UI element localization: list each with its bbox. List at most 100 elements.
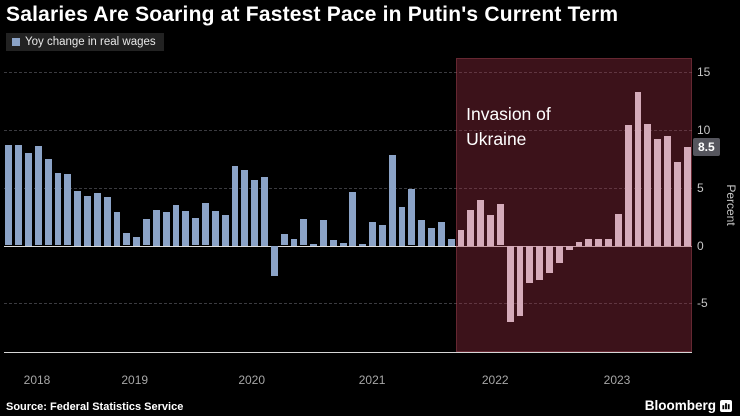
y-axis-tick-label: 5 xyxy=(697,180,704,195)
bar xyxy=(369,222,376,246)
bar xyxy=(280,233,288,246)
legend: Yoy change in real wages xyxy=(6,33,164,51)
x-axis-year-label: 2018 xyxy=(23,373,51,387)
bar xyxy=(526,245,534,283)
bar xyxy=(241,170,249,246)
legend-label: Yoy change in real wages xyxy=(25,36,156,48)
bar xyxy=(192,217,200,246)
bar xyxy=(565,245,573,251)
bar xyxy=(310,244,318,246)
invasion-highlight-region xyxy=(456,58,692,352)
bloomberg-chart-icon xyxy=(720,399,732,412)
bar xyxy=(378,224,386,246)
bar xyxy=(162,211,170,246)
y-axis-tick-label: -5 xyxy=(697,296,708,311)
bar xyxy=(555,245,563,263)
bar xyxy=(231,165,239,246)
bar xyxy=(251,179,259,246)
bar xyxy=(575,242,583,246)
bar xyxy=(15,144,23,246)
bar xyxy=(418,220,426,246)
y-axis-tick-label: 15 xyxy=(697,64,711,79)
bar xyxy=(359,244,367,246)
x-axis-year-label: 2020 xyxy=(238,373,266,387)
bloomberg-logo: Bloomberg xyxy=(645,398,732,413)
bar xyxy=(605,238,612,246)
bar xyxy=(211,210,219,246)
bloomberg-wordmark: Bloomberg xyxy=(644,398,716,413)
bar xyxy=(487,215,494,246)
bar xyxy=(339,243,347,246)
x-axis-year-label: 2022 xyxy=(481,373,509,387)
bar xyxy=(103,196,111,246)
bar xyxy=(74,191,82,246)
x-axis-year-label: 2019 xyxy=(121,373,149,387)
bar xyxy=(290,238,298,246)
bar xyxy=(64,173,72,246)
bar xyxy=(663,135,671,246)
bar xyxy=(261,177,268,246)
gridline xyxy=(4,187,692,189)
bar xyxy=(388,155,396,246)
bar xyxy=(44,158,52,246)
legend-swatch-icon xyxy=(12,38,20,46)
x-axis-line xyxy=(4,352,692,353)
bar xyxy=(437,222,445,246)
bar xyxy=(467,209,475,246)
gridline xyxy=(4,71,692,73)
bar xyxy=(644,123,652,246)
bar xyxy=(457,230,465,246)
bar xyxy=(477,200,485,246)
bar xyxy=(152,209,160,246)
bar xyxy=(546,245,553,274)
bar xyxy=(221,215,229,246)
x-axis-year-label: 2023 xyxy=(603,373,631,387)
bar xyxy=(683,147,691,246)
bar xyxy=(585,238,593,246)
y-axis-title: Percent xyxy=(724,184,738,226)
bar xyxy=(123,232,131,246)
bar xyxy=(595,238,603,246)
bar xyxy=(54,172,62,246)
gridline xyxy=(4,129,692,131)
bar xyxy=(93,193,101,246)
bar xyxy=(536,245,544,281)
bar xyxy=(133,237,141,246)
bar xyxy=(5,144,13,246)
bar xyxy=(506,245,514,322)
invasion-annotation: Invasion of Ukraine xyxy=(466,104,551,149)
bar xyxy=(300,218,308,246)
bar xyxy=(182,210,190,246)
bar xyxy=(143,218,150,246)
bar xyxy=(25,152,32,246)
bar xyxy=(654,139,662,246)
bar xyxy=(329,239,337,246)
bar xyxy=(428,228,435,246)
source-note: Source: Federal Statistics Service xyxy=(6,401,184,413)
chart-title: Salaries Are Soaring at Fastest Pace in … xyxy=(6,3,619,26)
bar xyxy=(614,214,622,246)
bar xyxy=(319,220,327,246)
bar xyxy=(516,245,524,317)
bar xyxy=(496,203,504,246)
bar xyxy=(113,211,121,246)
bar xyxy=(447,238,455,246)
bar xyxy=(398,207,406,246)
bar xyxy=(408,188,416,246)
bar xyxy=(270,245,278,276)
x-axis-year-label: 2021 xyxy=(358,373,386,387)
bar xyxy=(634,91,642,246)
y-axis-tick-label: 10 xyxy=(697,122,711,137)
bar xyxy=(673,162,681,246)
bar xyxy=(172,205,180,246)
bar xyxy=(84,195,91,246)
bar xyxy=(624,125,632,246)
latest-value-badge: 8.5 xyxy=(693,138,720,157)
gridline xyxy=(4,303,692,305)
y-axis-tick-label: 0 xyxy=(697,238,704,253)
zero-line xyxy=(4,245,692,247)
bar xyxy=(202,202,209,246)
bar xyxy=(34,145,42,246)
